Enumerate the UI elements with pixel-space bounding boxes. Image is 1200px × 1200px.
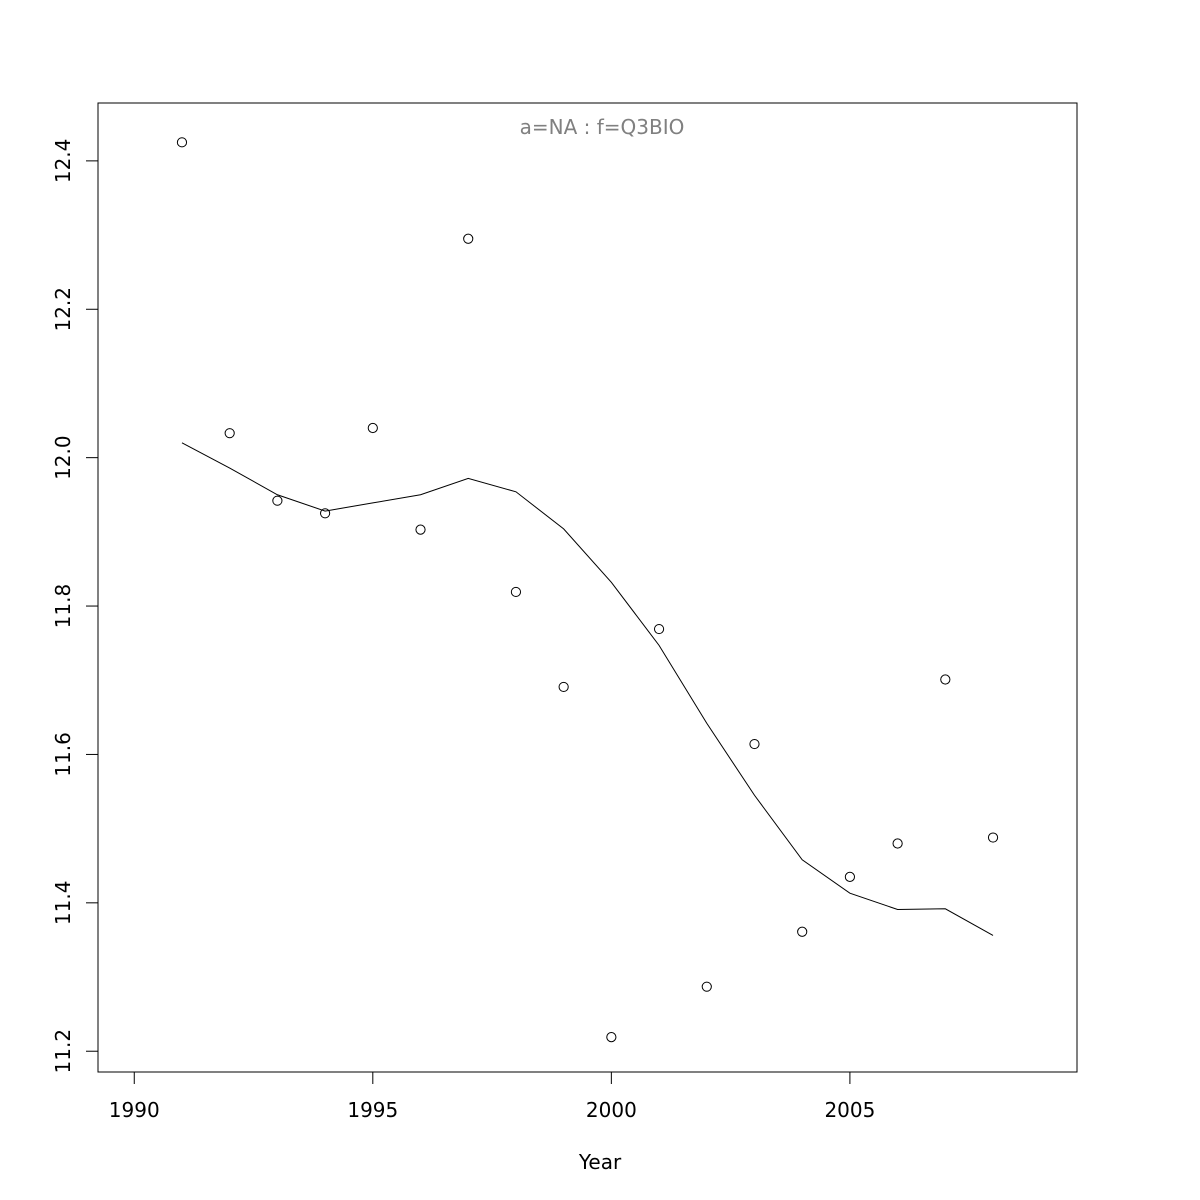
- data-point: [510, 586, 522, 598]
- y-tick-label: 11.4: [51, 881, 75, 926]
- x-tick-label: 1990: [109, 1098, 160, 1122]
- data-point: [224, 428, 235, 439]
- y-tick-label: 12.4: [51, 139, 75, 184]
- y-tick-label: 11.8: [51, 584, 75, 629]
- x-tick-label: 2000: [586, 1098, 637, 1122]
- data-point: [892, 838, 903, 849]
- plot-frame: [97, 102, 1078, 1073]
- chart-title: a=NA : f=Q3BIO: [520, 115, 685, 139]
- data-point: [319, 508, 331, 519]
- series-layer: [176, 137, 999, 1043]
- y-tick-label: 11.2: [51, 1029, 75, 1074]
- data-point: [653, 623, 665, 635]
- data-point: [749, 738, 760, 750]
- x-axis-label: Year: [578, 1150, 622, 1174]
- data-point: [844, 871, 856, 882]
- trend-line: [181, 442, 994, 936]
- y-tick-label: 12.2: [51, 287, 75, 332]
- data-point: [701, 981, 712, 992]
- data-point: [415, 524, 426, 535]
- data-point: [272, 495, 283, 506]
- x-axis: 1990 1995 2000 2005: [109, 1071, 875, 1122]
- y-tick-label: 12.0: [51, 435, 75, 480]
- y-tick-label: 11.6: [51, 732, 75, 777]
- data-point: [797, 926, 808, 937]
- data-point: [176, 137, 188, 148]
- data-point: [558, 681, 569, 693]
- data-point: [940, 674, 951, 685]
- x-tick-label: 1995: [347, 1098, 398, 1122]
- data-point: [606, 1032, 617, 1043]
- data-point: [367, 422, 378, 434]
- data-point: [987, 832, 999, 843]
- data-point: [463, 233, 474, 244]
- x-tick-label: 2005: [824, 1098, 875, 1122]
- y-axis: 11.2 11.4 11.6 11.8 12.0 12.2 12.4: [51, 139, 99, 1074]
